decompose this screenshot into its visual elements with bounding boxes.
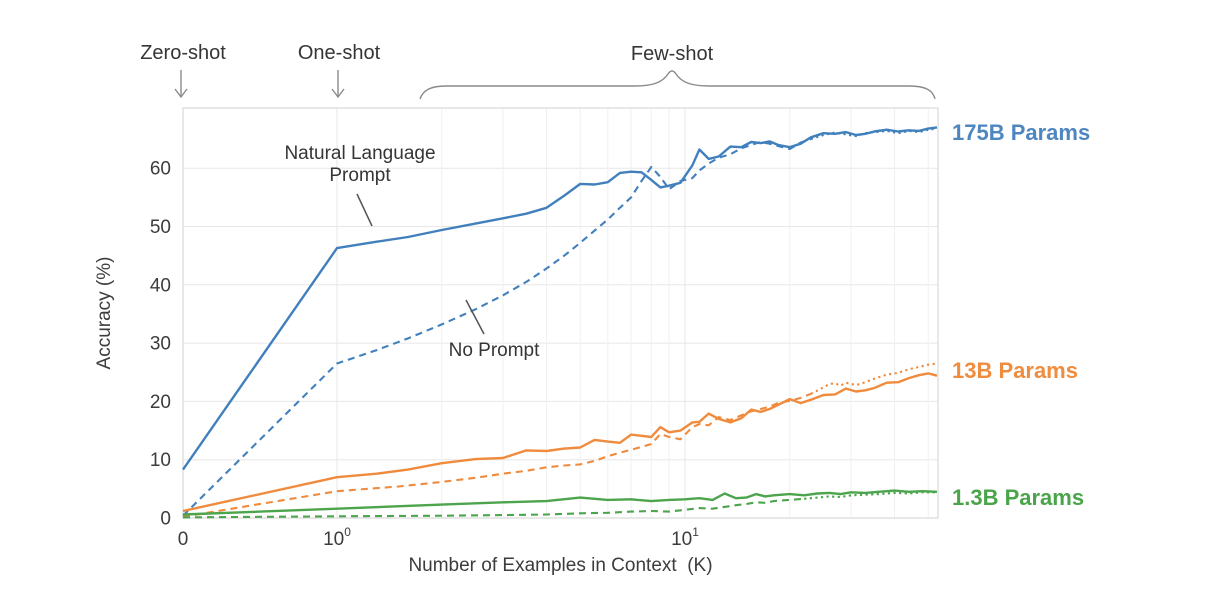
series-175bparams-solid <box>182 126 938 471</box>
one-shot-arrow-icon <box>331 70 345 99</box>
few-shot-brace <box>419 70 936 100</box>
no-prompt-pointer-line <box>465 299 485 335</box>
series-label-13b: 13B Params <box>952 358 1078 383</box>
series-13bparams-dashed-tail <box>810 362 938 395</box>
y-tick-label-40: 40 <box>150 275 171 296</box>
natural-language-prompt-label: Natural Language Prompt <box>265 143 455 187</box>
zero-shot-arrow-icon <box>174 70 188 99</box>
series-13bparams-dashed <box>182 392 812 518</box>
few-shot-label: Few-shot <box>630 43 714 65</box>
y-axis-title: Accuracy (%) <box>94 256 115 370</box>
series-label-175b: 175B Params <box>952 120 1091 145</box>
x-tick-label-1: 100 <box>323 525 351 550</box>
x-axis-title: Number of Examples in Context (K) <box>408 555 713 576</box>
nlp-pointer-line <box>356 193 373 227</box>
y-tick-label-20: 20 <box>150 392 171 413</box>
y-tick-label-10: 10 <box>150 450 171 471</box>
series-1.3bparams-dashed <box>182 497 805 519</box>
y-tick-label-0: 0 <box>160 509 171 530</box>
y-tick-label-50: 50 <box>150 217 171 238</box>
plot-frame <box>182 107 939 519</box>
y-tick-label-30: 30 <box>150 334 171 355</box>
natural-language-prompt-label-line2: Prompt <box>329 165 391 186</box>
series-13bparams-solid <box>182 372 938 513</box>
series-1.3bparams-solid <box>182 489 938 516</box>
no-prompt-label: No Prompt <box>448 340 540 361</box>
one-shot-label: One-shot <box>297 42 381 64</box>
zero-shot-label: Zero-shot <box>140 42 226 64</box>
axis-tick-labels: 0 10 20 30 40 50 60 0 100 101 <box>150 159 699 550</box>
natural-language-prompt-label-line1: Natural Language <box>284 143 436 164</box>
series-label-1-3b: 1.3B Params <box>952 485 1085 510</box>
series-175bparams-dashed <box>182 138 812 517</box>
y-tick-label-60: 60 <box>150 159 171 180</box>
annotation-shapes <box>174 70 936 335</box>
x-tick-label-0: 0 <box>178 529 189 550</box>
x-tick-label-10: 101 <box>671 525 699 550</box>
series-lines <box>182 126 938 519</box>
gridlines <box>182 107 939 519</box>
